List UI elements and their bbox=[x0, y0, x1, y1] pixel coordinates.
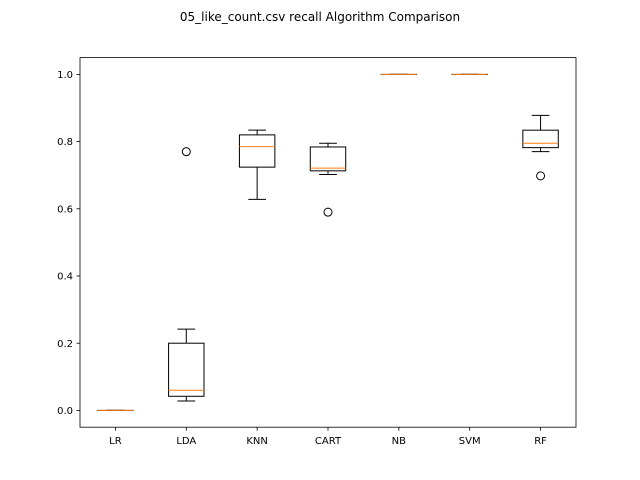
box-group-cart bbox=[309, 142, 347, 217]
y-tick-label: 1.0 bbox=[57, 70, 73, 81]
box-group-lda bbox=[168, 147, 205, 402]
box bbox=[309, 146, 347, 172]
box bbox=[168, 342, 205, 397]
x-tick-label: CART bbox=[315, 436, 342, 447]
outlier-point bbox=[536, 171, 546, 181]
outlier-point bbox=[323, 207, 333, 217]
chart-title: 05_like_count.csv recall Algorithm Compa… bbox=[180, 10, 460, 24]
x-tick-label: KNN bbox=[246, 436, 268, 447]
box bbox=[238, 134, 276, 168]
y-tick-label: 0.6 bbox=[57, 204, 73, 215]
plot-area bbox=[97, 73, 559, 411]
x-tick-label: LDA bbox=[176, 436, 196, 447]
box-group-rf bbox=[522, 114, 559, 181]
y-tick-label: 0.4 bbox=[57, 272, 73, 283]
y-tick-label: 0.8 bbox=[57, 137, 73, 148]
y-axis: 0.0 0.2 0.4 0.6 0.8 1.0 bbox=[57, 70, 80, 417]
x-tick-label: NB bbox=[392, 436, 406, 447]
x-tick-label: LR bbox=[109, 436, 122, 447]
y-tick-label: 0.2 bbox=[57, 339, 73, 350]
x-axis: LR LDA KNN CART NB SVM RF bbox=[109, 427, 547, 447]
y-tick-label: 0.0 bbox=[57, 406, 73, 417]
x-tick-label: RF bbox=[534, 436, 547, 447]
box-group-knn bbox=[238, 129, 276, 200]
x-tick-label: SVM bbox=[459, 436, 481, 447]
box bbox=[522, 129, 559, 149]
outlier-point bbox=[181, 147, 191, 157]
